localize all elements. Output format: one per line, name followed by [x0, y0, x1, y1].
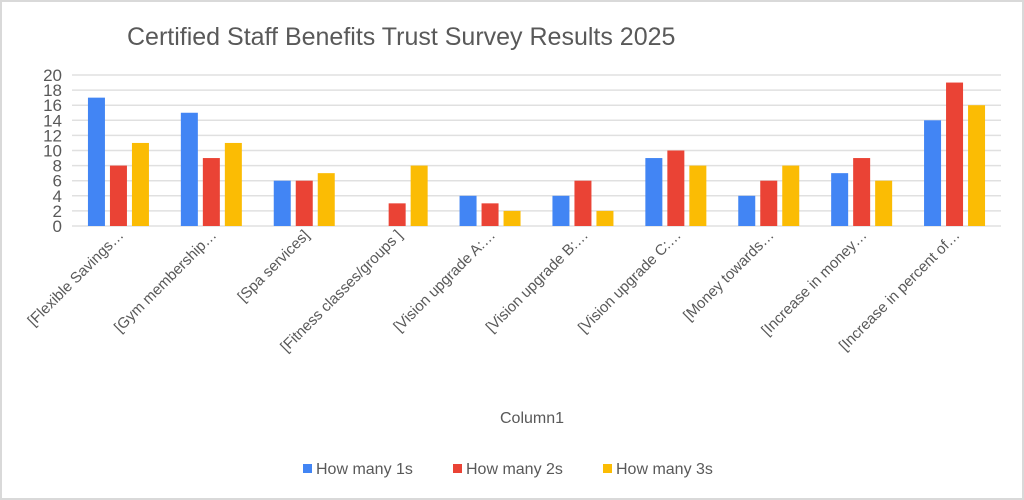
bar-2-7	[667, 150, 685, 226]
bar-1-10	[924, 120, 942, 226]
legend-label-2: How many 2s	[466, 461, 563, 478]
bar-2-4	[388, 203, 406, 226]
legend-swatch-1	[303, 464, 312, 473]
bar-3-3	[317, 173, 335, 226]
legend-label-3: How many 3s	[616, 461, 713, 478]
bar-2-1	[109, 165, 127, 226]
x-tick-label: [Vision upgrade B:…	[483, 227, 592, 336]
y-tick-label: 16	[43, 96, 62, 115]
bar-1-1	[87, 97, 105, 227]
bar-2-8	[760, 180, 778, 226]
x-tick-label: [Flexible Savings…	[24, 227, 127, 330]
y-tick-label: 14	[43, 111, 62, 130]
bar-3-5	[503, 210, 521, 226]
bar-2-6	[574, 180, 592, 226]
bar-2-3	[295, 180, 313, 226]
y-tick-label: 20	[43, 66, 62, 85]
bar-3-7	[689, 165, 707, 226]
bar-1-2	[180, 112, 198, 226]
bar-1-7	[645, 158, 663, 226]
bar-3-1	[131, 142, 149, 226]
bar-1-3	[273, 180, 291, 226]
y-tick-label: 4	[53, 187, 62, 206]
y-tick-label: 2	[53, 202, 62, 221]
legend: How many 1s How many 2s How many 3s	[303, 461, 713, 478]
bar-3-10	[968, 105, 986, 226]
y-tick-label: 18	[43, 81, 62, 100]
bar-3-2	[224, 142, 242, 226]
bar-3-6	[596, 210, 614, 226]
x-axis-label: Column1	[500, 410, 564, 427]
y-tick-label: 0	[53, 217, 62, 236]
x-tick-label: [Vision upgrade C:…	[575, 227, 685, 337]
x-tick-label: [Spa services]	[234, 227, 313, 306]
x-tick-label: [Increase in money…	[758, 227, 870, 339]
x-axis-ticks: [Flexible Savings…[Gym membership… [Spa s…	[24, 227, 963, 356]
x-tick-label: [Vision upgrade A:…	[390, 227, 499, 336]
chart-title: Certified Staff Benefits Trust Survey Re…	[127, 23, 675, 51]
bar-1-8	[738, 195, 756, 226]
bar-2-9	[853, 158, 871, 226]
bars	[87, 82, 986, 227]
bar-3-9	[875, 180, 893, 226]
bar-1-6	[552, 195, 570, 226]
y-tick-label: 12	[43, 126, 62, 145]
legend-swatch-2	[453, 464, 462, 473]
bar-2-2	[202, 158, 220, 226]
legend-swatch-3	[603, 464, 612, 473]
bar-1-9	[831, 173, 849, 226]
bar-1-5	[459, 195, 477, 226]
y-tick-label: 6	[53, 172, 62, 191]
y-tick-label: 10	[43, 142, 62, 161]
bar-2-10	[946, 82, 964, 226]
y-tick-label: 8	[53, 157, 62, 176]
bar-3-8	[782, 165, 800, 226]
bar-3-4	[410, 165, 428, 226]
x-tick-label: [Money towards…	[680, 227, 778, 325]
legend-label-1: How many 1s	[316, 461, 413, 478]
bar-2-5	[481, 203, 499, 226]
x-tick-label: [Gym membership…	[111, 227, 220, 336]
